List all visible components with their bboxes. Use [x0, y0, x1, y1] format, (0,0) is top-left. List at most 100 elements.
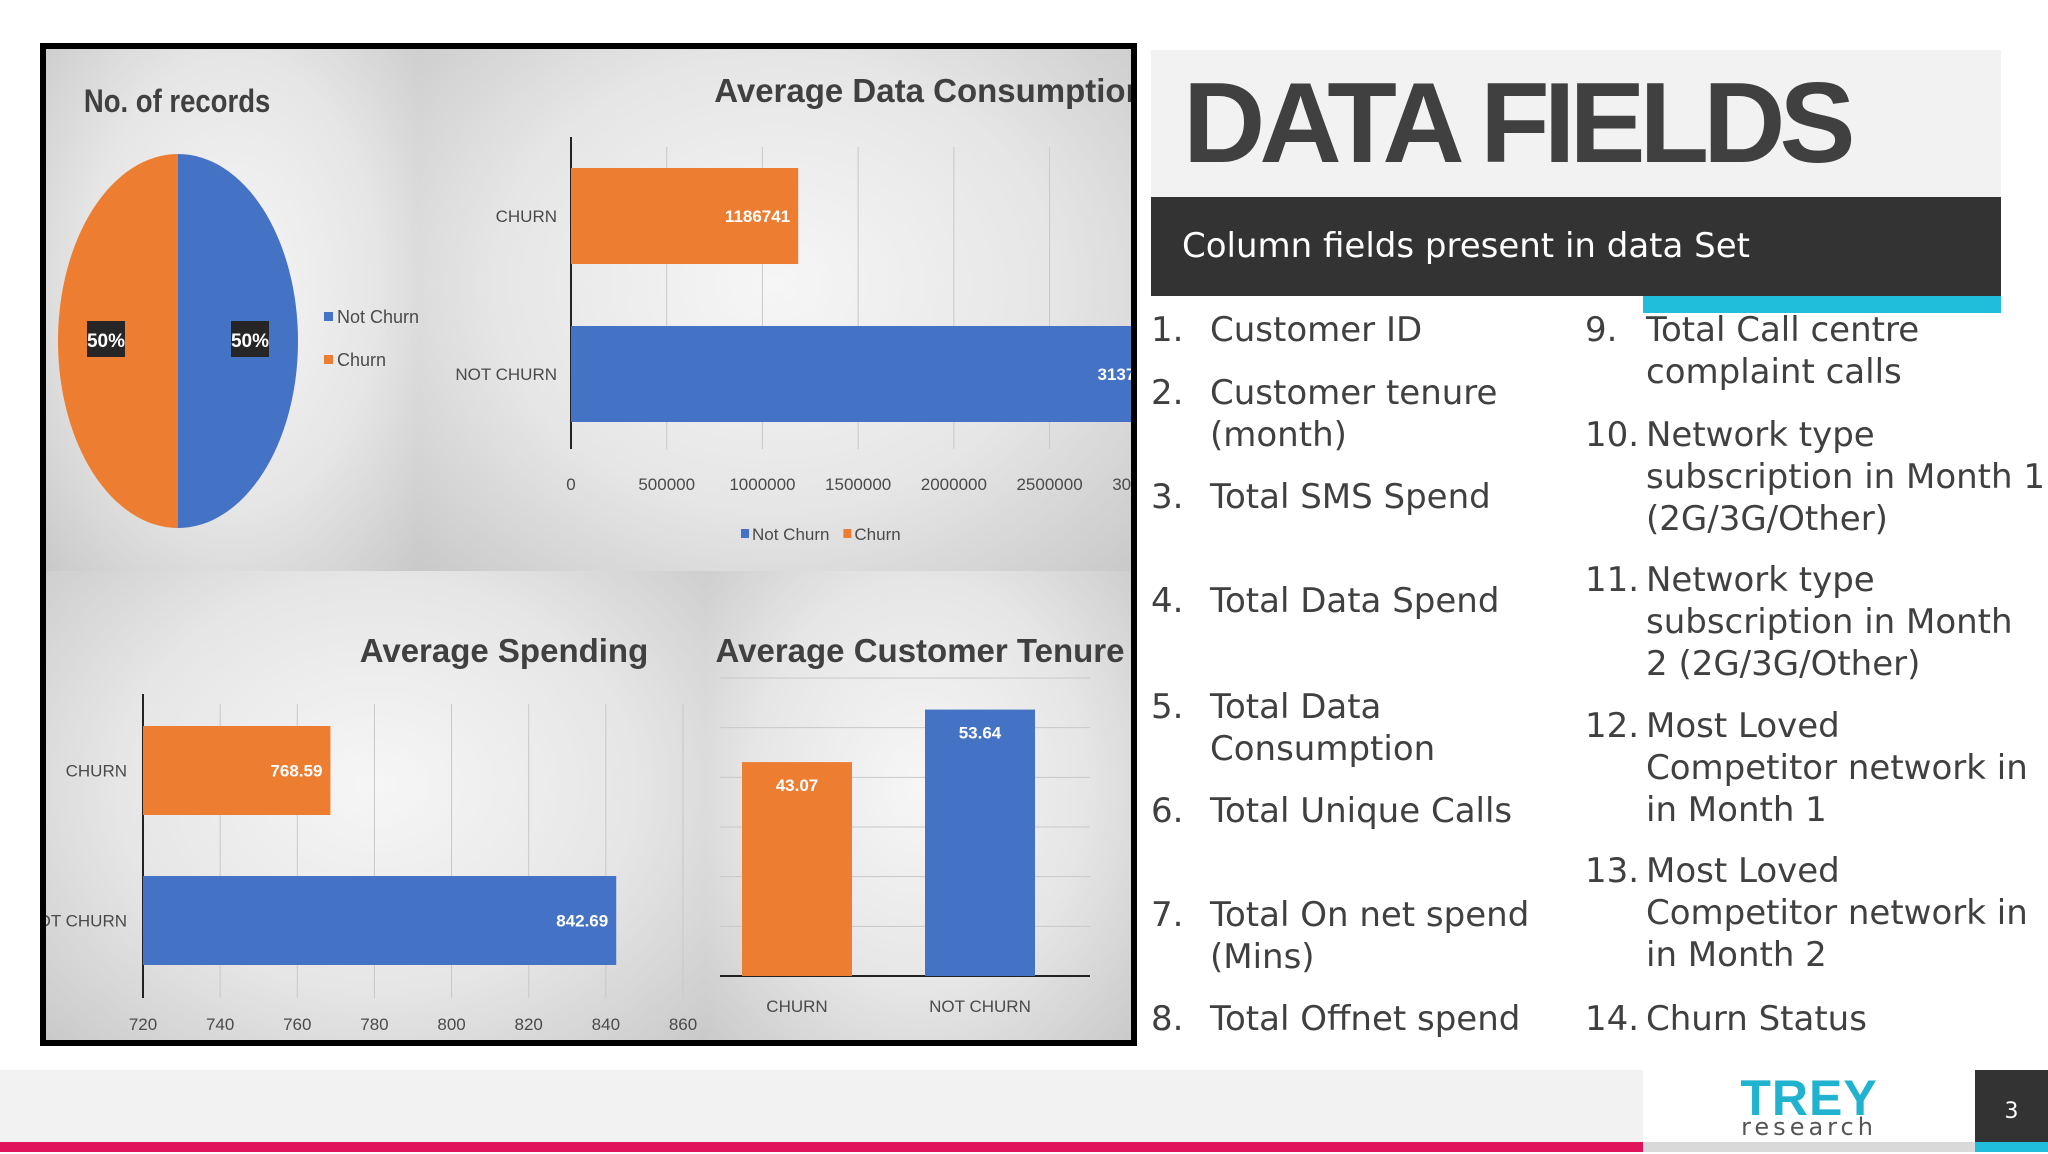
field-number: 6. [1151, 791, 1184, 831]
legend-swatch [324, 355, 333, 364]
field-number: 5. [1151, 687, 1184, 727]
field-label: 2 (2G/3G/Other) [1646, 644, 1921, 684]
title-band [1151, 50, 2001, 197]
legend-swatch [843, 529, 852, 538]
data-label: 50% [87, 331, 125, 352]
page-number: 3 [2004, 1099, 2019, 1124]
bar [143, 726, 331, 815]
footer-accent-line [0, 1142, 1643, 1152]
field-number: 12. [1585, 706, 1640, 746]
field-label: (2G/3G/Other) [1646, 499, 1888, 539]
field-label: Network type [1646, 560, 1875, 600]
field-label: Total On net spend [1210, 895, 1530, 935]
subtitle-accent-bar [1643, 296, 2001, 313]
data-consumption-chart-panel: Average Data Consumption 0 500000 1000000 15… [418, 49, 1131, 571]
logo [1643, 1070, 1975, 1152]
category-label: NOT CHURN [929, 997, 1031, 1016]
tick-label: 860 [669, 1015, 697, 1034]
field-label: subscription in Month 1 [1646, 457, 2046, 497]
logo-tagline: research [1741, 1113, 1877, 1141]
legend-label: Churn [854, 525, 900, 544]
tick-label: 2500000 [1016, 475, 1082, 494]
field-label: Competitor network in [1646, 748, 2028, 788]
data-consumption-chart: Average Data Consumption 0 500000 1000000 15… [455, 72, 1131, 544]
tick-label: 740 [206, 1015, 234, 1034]
tick-label: 1500000 [825, 475, 891, 494]
tick-label: 800 [437, 1015, 465, 1034]
field-number: 11. [1585, 560, 1640, 600]
category-label: CHURN [496, 207, 557, 226]
tenure-chart-panel: Average Customer Tenure 43.07 CHURN 53.64 NO… [706, 571, 1131, 1040]
page-number-underline [1975, 1142, 2048, 1152]
legend-label: Not Churn [337, 307, 418, 327]
field-number: 8. [1151, 999, 1184, 1039]
data-label-box [231, 321, 269, 357]
field-label: Consumption [1210, 729, 1436, 769]
field-number: 4. [1151, 581, 1184, 621]
tick-label: 2000000 [921, 475, 987, 494]
field-number: 14. [1585, 999, 1640, 1039]
subtitle-band [1151, 197, 2001, 296]
tenure-chart: Average Customer Tenure 43.07 CHURN 53.64 NO… [716, 632, 1125, 1016]
field-label: Total Data Spend [1210, 581, 1500, 621]
field-number: 1. [1151, 310, 1184, 350]
field-label: Total Unique Calls [1210, 791, 1513, 831]
pie-chart: No. of records 50% 50% Not Churn Churn [58, 84, 418, 528]
field-label: complaint calls [1646, 352, 1902, 392]
field-number: 3. [1151, 477, 1184, 517]
page-number-box [1975, 1070, 2048, 1152]
chart-title: Average Spending [360, 632, 649, 669]
chart-composite-image: No. of records 50% 50% Not Churn Churn Avera… [40, 43, 1137, 1046]
field-label: Network type [1646, 415, 1875, 455]
bar [143, 876, 617, 965]
data-label: 3137873 [1097, 365, 1131, 384]
data-label: 842.69 [556, 912, 608, 931]
logo-wordmark: TREY [1740, 1070, 1878, 1126]
field-label: Customer ID [1210, 310, 1423, 350]
pie-chart-panel: No. of records 50% 50% Not Churn Churn [46, 49, 418, 571]
field-label: (Mins) [1210, 937, 1315, 977]
tick-label: 760 [283, 1015, 311, 1034]
field-label: Total Offnet spend [1210, 999, 1521, 1039]
bar [571, 168, 799, 264]
tick-label: 3000000 [1112, 475, 1131, 494]
data-label: 1186741 [725, 207, 790, 226]
legend-swatch [324, 312, 333, 321]
chart-title: No. of records [84, 84, 270, 119]
bar [742, 762, 852, 976]
field-number: 10. [1585, 415, 1640, 455]
legend-label: Churn [337, 350, 386, 370]
tick-label: 780 [360, 1015, 388, 1034]
field-label: Churn Status [1646, 999, 1867, 1039]
data-label-box [87, 321, 125, 357]
field-label: Most Loved [1646, 706, 1840, 746]
bar [571, 326, 1131, 422]
legend-swatch [741, 529, 749, 538]
field-number: 9. [1585, 310, 1618, 350]
field-label: Customer tenure [1210, 373, 1498, 413]
field-number: 2. [1151, 373, 1184, 413]
category-label: CHURN [66, 762, 127, 781]
field-label: in Month 1 [1646, 790, 1827, 830]
field-label: Total SMS Spend [1210, 477, 1491, 517]
tick-label: 0 [566, 475, 575, 494]
field-label: Competitor network in [1646, 893, 2028, 933]
logo-underline [1643, 1142, 1975, 1152]
category-label: NOT CHURN [455, 365, 557, 384]
footer-band [0, 1070, 1643, 1142]
chart-title: Average Customer Tenure [716, 632, 1125, 669]
subtitle: Column fields present in data Set [1182, 226, 1750, 266]
legend-label: Not Churn [752, 525, 829, 544]
field-label: Total Call centre [1646, 310, 1920, 350]
tick-label: 1000000 [729, 475, 795, 494]
field-label: subscription in Month [1646, 602, 2013, 642]
data-label: 50% [231, 331, 269, 352]
field-label: in Month 2 [1646, 935, 1827, 975]
spending-chart-panel: Average Spending 720 740 760 780 800 820 840 860… [46, 571, 706, 1040]
spending-chart: Average Spending 720 740 760 780 800 820 840 860… [46, 632, 697, 1034]
page-title: DATA FIELDS [1183, 60, 1855, 187]
tick-label: 820 [515, 1015, 543, 1034]
field-label: Most Loved [1646, 851, 1840, 891]
tick-label: 500000 [638, 475, 695, 494]
category-label: CHURN [766, 997, 827, 1016]
